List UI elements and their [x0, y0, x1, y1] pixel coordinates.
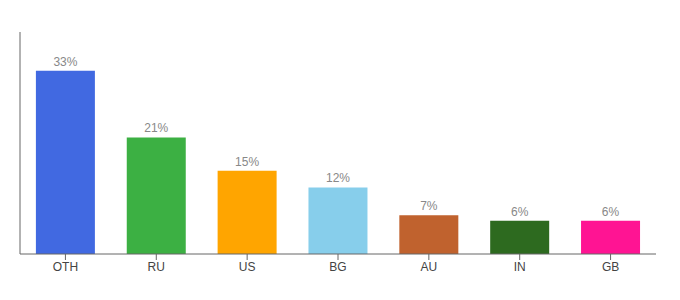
- svg-text:15%: 15%: [235, 155, 259, 169]
- svg-text:OTH: OTH: [53, 260, 78, 274]
- svg-text:6%: 6%: [602, 205, 620, 219]
- svg-text:12%: 12%: [326, 171, 350, 185]
- svg-text:IN: IN: [514, 260, 526, 274]
- svg-text:GB: GB: [602, 260, 619, 274]
- svg-text:BG: BG: [329, 260, 346, 274]
- svg-text:7%: 7%: [420, 199, 438, 213]
- svg-text:33%: 33%: [53, 55, 77, 69]
- svg-text:RU: RU: [148, 260, 165, 274]
- svg-text:6%: 6%: [511, 205, 529, 219]
- svg-text:21%: 21%: [144, 121, 168, 135]
- svg-text:AU: AU: [421, 260, 438, 274]
- svg-text:US: US: [239, 260, 256, 274]
